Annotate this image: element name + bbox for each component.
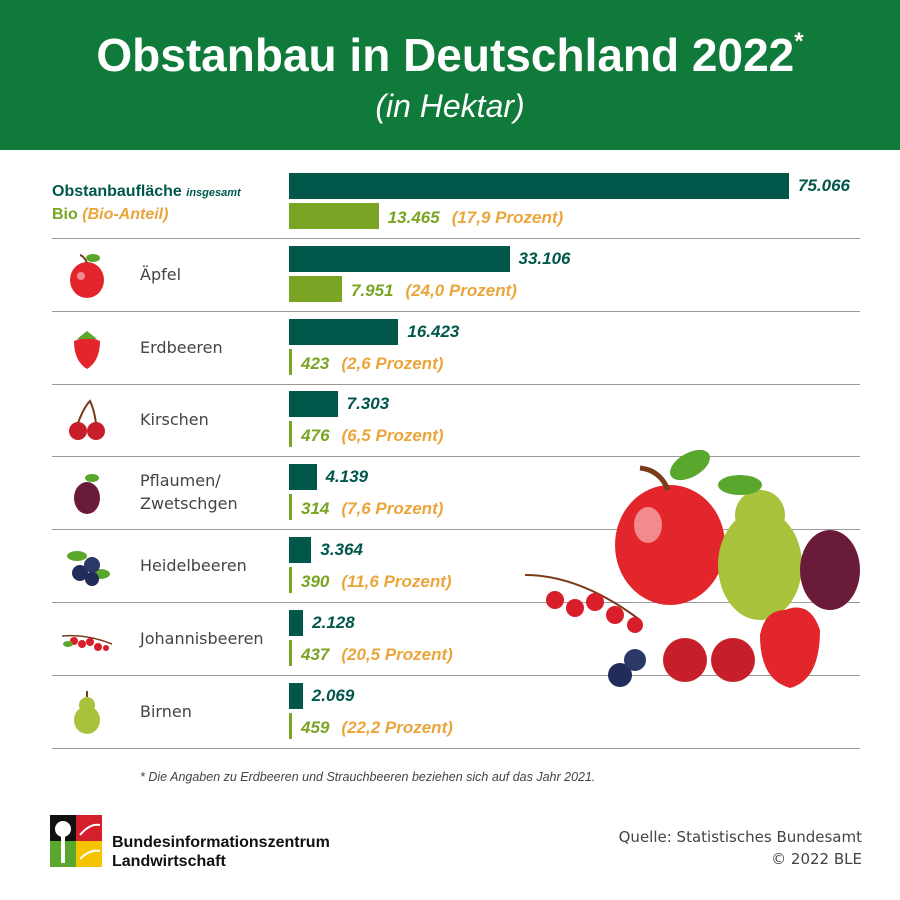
legend-bio: Bio (Bio-Anteil) bbox=[52, 206, 168, 224]
bio-bar bbox=[289, 421, 293, 448]
bio-value: 314 bbox=[301, 499, 330, 519]
total-value-label: 2.069 bbox=[311, 685, 355, 705]
footnote: * Die Angaben zu Erdbeeren und Strauchbe… bbox=[140, 770, 596, 784]
bio-bar bbox=[289, 712, 293, 739]
bio-value-label: 423 (2,6 Prozent) bbox=[301, 354, 443, 374]
bio-share: (22,2 Prozent) bbox=[341, 717, 453, 737]
total-bar bbox=[289, 391, 338, 418]
total-value-label: 2.128 bbox=[312, 612, 355, 632]
currant-icon bbox=[62, 634, 112, 651]
bio-value: 476 bbox=[301, 426, 330, 446]
category-label: Äpfel bbox=[140, 264, 182, 284]
ble-logo bbox=[50, 815, 102, 867]
bio-bar bbox=[289, 567, 292, 593]
legend-total-suffix: insgesamt bbox=[186, 187, 241, 199]
row-divider bbox=[52, 602, 860, 603]
strawberry-icon bbox=[74, 330, 100, 369]
page-subtitle: (in Hektar) bbox=[375, 88, 525, 124]
bio-value: 459 bbox=[301, 717, 330, 737]
bio-share: (20,5 Prozent) bbox=[341, 644, 453, 664]
bio-value: 7.951 bbox=[350, 280, 394, 300]
bio-value: 423 bbox=[301, 353, 330, 373]
category-label: Erdbeeren bbox=[140, 337, 223, 357]
bio-bar bbox=[289, 275, 342, 302]
page-title: Obstanbau in Deutschland 2022* bbox=[0, 28, 900, 82]
title-asterisk: * bbox=[794, 28, 804, 55]
bio-value-label: 390 (11,6 Prozent) bbox=[301, 572, 452, 592]
bio-share: (2,6 Prozent) bbox=[341, 353, 444, 373]
pear-icon bbox=[74, 690, 100, 734]
legend-total: Obstanbaufläche insgesamt bbox=[52, 183, 241, 201]
row-divider bbox=[52, 238, 860, 239]
bio-share: (24,0 Prozent) bbox=[405, 280, 517, 300]
title-text: Obstanbau in Deutschland 2022 bbox=[96, 29, 795, 81]
total-bar bbox=[289, 245, 510, 272]
bio-value: 13.465 bbox=[387, 208, 440, 227]
bar-chart: Obstanbaufläche insgesamt Bio (Bio-Antei… bbox=[0, 160, 900, 760]
bio-share: (7,6 Prozent) bbox=[341, 499, 444, 519]
blueberry-icon bbox=[67, 551, 110, 586]
total-value-label: 4.139 bbox=[325, 467, 369, 487]
legend-bio-suffix: (Bio-Anteil) bbox=[82, 206, 169, 223]
row-divider bbox=[52, 383, 860, 385]
total-value-label: 7.303 bbox=[346, 394, 390, 414]
apple-icon bbox=[70, 253, 104, 298]
total-bar bbox=[289, 609, 304, 636]
fruit-illustration bbox=[524, 450, 860, 688]
bio-bar bbox=[289, 639, 292, 666]
org-line2: Landwirtschaft bbox=[112, 853, 226, 870]
bio-share: (11,6 Prozent) bbox=[341, 572, 452, 591]
source-text: Quelle: Statistisches Bundesamt bbox=[618, 828, 862, 846]
category-label: Kirschen bbox=[140, 410, 209, 430]
legend-bio-label: Bio bbox=[52, 206, 78, 223]
bio-value-label: 7.951 (24,0 Prozent) bbox=[351, 281, 517, 301]
bio-share: (6,5 Prozent) bbox=[341, 426, 444, 446]
bio-bar bbox=[289, 203, 379, 229]
bio-value-label: 476 (6,5 Prozent) bbox=[301, 426, 443, 446]
cherry-icon bbox=[69, 399, 105, 441]
total-bar bbox=[289, 464, 317, 491]
row-divider bbox=[52, 529, 860, 531]
total-bar bbox=[289, 537, 312, 563]
organization-name: Bundesinformationszentrum Landwirtschaft bbox=[112, 833, 330, 871]
total-value-label: 75.066 bbox=[798, 176, 850, 195]
bio-value-label: 13.465 (17,9 Prozent) bbox=[388, 208, 563, 228]
total-value-label: 33.106 bbox=[518, 248, 571, 268]
bio-value-label: 314 (7,6 Prozent) bbox=[301, 499, 443, 519]
org-line1: Bundesinformationszentrum bbox=[112, 834, 330, 851]
bio-bar bbox=[289, 348, 292, 375]
category-label: Heidelbeeren bbox=[140, 556, 247, 575]
source: Quelle: Statistisches Bundesamt © 2022 BL… bbox=[619, 826, 862, 870]
total-bar bbox=[289, 682, 303, 709]
total-value-label: 3.364 bbox=[320, 540, 363, 559]
bio-bar bbox=[289, 494, 292, 521]
bio-value-label: 437 (20,5 Prozent) bbox=[301, 645, 453, 665]
total-bar bbox=[289, 173, 789, 199]
copyright: © 2022 BLE bbox=[771, 850, 862, 868]
bio-share: (17,9 Prozent) bbox=[451, 208, 564, 227]
total-bar bbox=[289, 318, 399, 345]
total-value-label: 16.423 bbox=[407, 321, 460, 341]
header: Obstanbau in Deutschland 2022* (in Hekta… bbox=[0, 0, 900, 150]
category-label: Pflaumen/Zwetschgen bbox=[140, 471, 238, 514]
plum-icon bbox=[74, 474, 100, 515]
row-divider bbox=[52, 456, 860, 458]
legend-total-label: Obstanbaufläche bbox=[52, 183, 182, 200]
bio-value: 390 bbox=[301, 572, 330, 591]
category-label: Birnen bbox=[140, 701, 192, 721]
row-divider bbox=[52, 310, 860, 312]
bio-value: 437 bbox=[301, 644, 330, 664]
bio-value-label: 459 (22,2 Prozent) bbox=[301, 718, 453, 738]
row-divider bbox=[52, 674, 860, 676]
row-divider bbox=[52, 747, 860, 749]
category-label: Johannisbeeren bbox=[140, 628, 264, 648]
